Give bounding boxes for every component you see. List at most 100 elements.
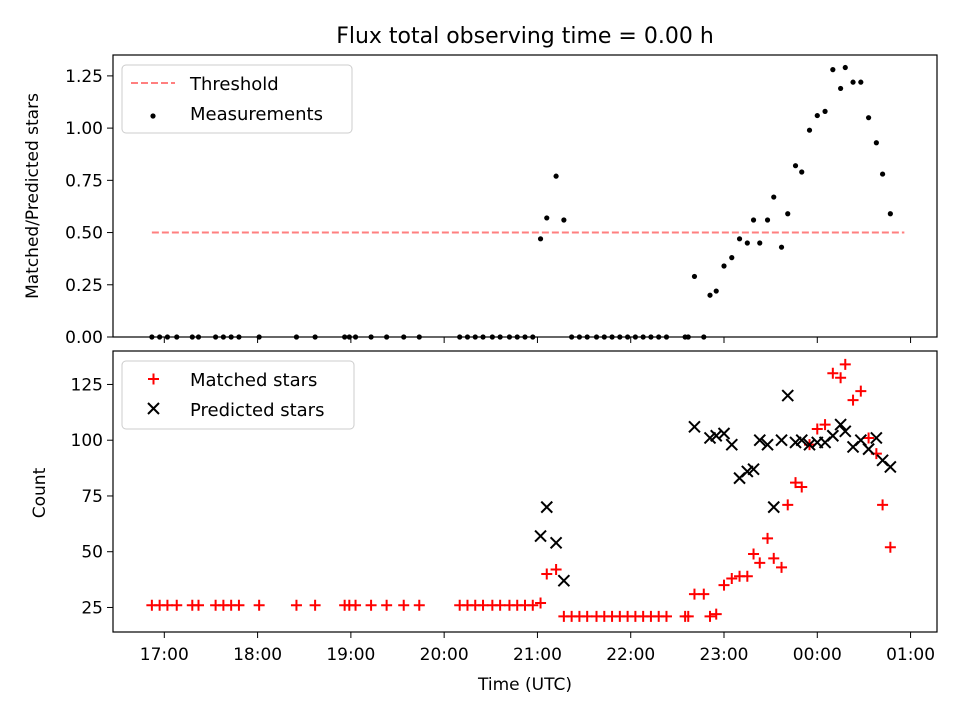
predicted-stars-marker [775,433,788,447]
measurements-point [384,334,390,340]
measurements-point [189,334,195,340]
top-panel: 0.00 0.25 0.50 0.75 1.00 1.25 [65,54,938,348]
measurements-point [842,64,848,71]
measurements-point [838,85,844,92]
matched-stars-marker [682,610,694,622]
predicted-stars-marker [540,500,553,514]
predicted-stars-marker [862,442,875,456]
x-tick-label: 20:00 [420,645,469,665]
measurements-point [750,217,757,223]
matched-stars-marker [863,432,875,444]
top-legend: Threshold Measurements [121,64,353,134]
matched-stars-marker [855,385,867,397]
matched-stars-marker [782,499,794,511]
predicted-stars-marker [826,429,840,442]
bottom-legend-box [121,360,355,430]
measurements-point [609,334,615,340]
bottom-y-tick-label: 50 [81,543,103,563]
measurements-point [312,334,318,340]
measurements-point [850,79,856,85]
measurements-point [195,334,202,340]
top-y-tick-label: 1.25 [65,67,103,87]
measurements-point [648,334,654,340]
measurements-point [352,334,359,340]
measurements-point [593,334,600,340]
x-tick-label: 21:00 [513,645,562,665]
measurements-point [164,334,171,340]
measurements-point [522,334,528,340]
measurements-point [236,334,242,340]
measurements-point [457,334,463,340]
matched-stars-marker [350,599,362,611]
measurements-point [792,163,799,169]
measurements-point [625,334,631,340]
threshold-legend-label: Threshold [189,74,279,95]
predicted-stars-marker [725,438,738,451]
matched-stars-marker [819,419,831,431]
matched-stars-marker [535,597,547,609]
measurements-point [157,334,163,340]
matched-stars-marker [762,532,774,544]
measurements-point [778,244,785,250]
matched-stars-marker [768,552,780,564]
measurements-point [691,273,698,280]
measurements-point [814,112,820,119]
predicted-stars-marker [803,438,816,451]
measurements-legend-swatch [150,113,156,119]
measurements-point [701,334,707,340]
top-y-tick-label: 0.00 [65,328,103,348]
measurements-point [576,334,583,340]
matched-stars-marker [790,477,802,489]
matched-stars-marker [171,599,183,611]
measurements-point [785,211,791,217]
bottom-y-tick-label: 75 [81,487,103,507]
measurements-point [721,263,727,269]
bottom-y-axis-label: Count [30,467,50,518]
matched-stars-marker [776,561,788,573]
predicted-legend-swatch [147,402,160,415]
measurements-point [480,334,486,340]
x-tick-label: 17:00 [140,645,189,665]
measurements-point [149,334,155,340]
matched-stars-marker [811,423,823,435]
measurements-point [569,334,575,340]
measurements-point [744,240,750,246]
measurements-point [887,211,893,217]
matched-stars-marker [748,548,760,560]
measurements-point [368,334,374,340]
measurements-point [537,236,544,242]
measurements-point [858,79,864,85]
predicted-stars-marker [747,462,760,476]
measurements-point [544,215,550,221]
measurements-point [713,288,719,294]
measurements-point [213,334,219,340]
matched-stars-marker [698,588,710,600]
matched-stars-marker [398,599,410,611]
matched-stars-marker [477,599,489,611]
matched-stars-marker [365,599,377,611]
measurements-point [822,108,828,114]
x-tick-label: 19:00 [326,645,375,665]
predicted-stars-marker [839,425,852,438]
measurements-point [771,194,777,200]
matched-stars-marker [726,572,738,584]
x-axis-label: Time (UTC) [477,675,572,695]
matched-stars-marker [381,599,393,611]
measurements-point [489,334,495,340]
measurements-legend-label: Measurements [190,104,323,125]
measurements-point [656,334,662,340]
matched-stars-marker [839,358,851,370]
measurements-point [561,217,567,223]
predicted-stars-marker [781,389,794,402]
measurements-point [506,334,513,340]
measurements-point [873,140,879,146]
measurements-point [416,334,422,340]
measurements-point [617,334,623,340]
matched-stars-marker [550,564,562,576]
matched-stars-marker [718,579,730,591]
matched-stars-marker [581,610,593,622]
x-tick-label: 18:00 [233,645,282,665]
matched-stars-marker [253,599,265,611]
measurements-point [514,334,520,340]
measurements-point [293,334,300,340]
